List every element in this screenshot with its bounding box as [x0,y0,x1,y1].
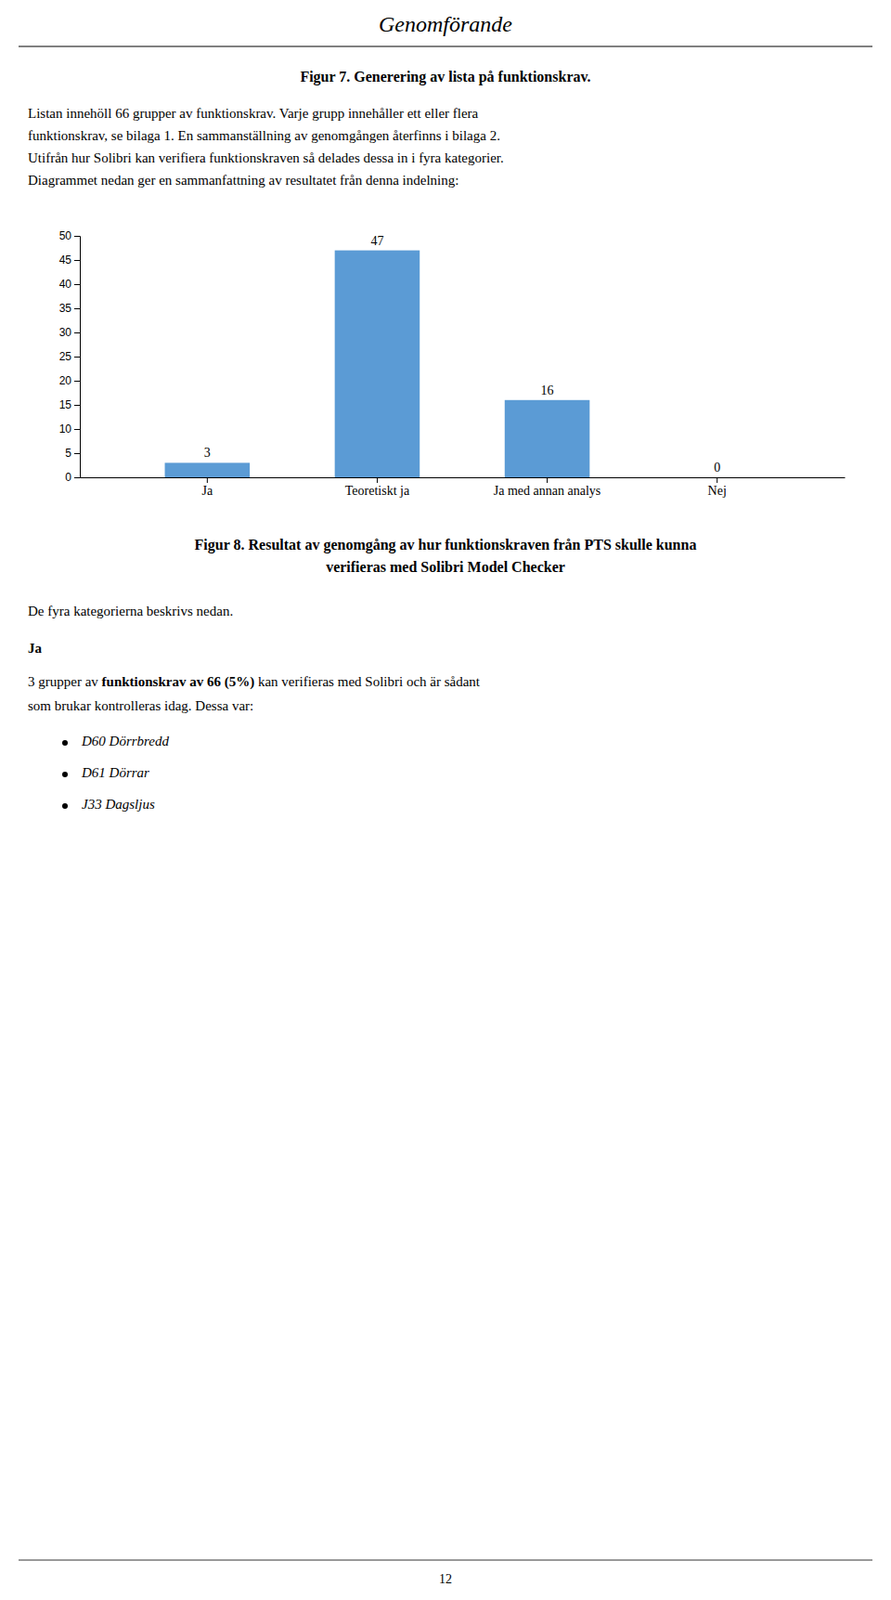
y-axis-line [74,236,81,478]
y-tick-label: 10 [59,422,73,436]
page-number: 12 [439,1571,452,1586]
bottom-rule [18,1559,873,1561]
bullet [62,739,68,746]
figure-caption: verifieras med Solibri Model Checker [325,558,566,575]
x-tick-mark [376,477,378,483]
section-heading: Ja [27,640,43,656]
page-title: Genomförande [378,12,513,37]
y-tick: 50 [59,229,80,243]
bar [504,400,591,478]
plot-area [165,250,591,478]
y-tick-label: 15 [59,398,73,412]
y-tick-mark [74,404,80,406]
data-label: 16 [541,383,555,398]
x-tick: Nej [708,477,727,498]
y-tick-mark [74,356,80,358]
y-tick: 5 [64,446,80,460]
y-tick-mark [74,452,80,454]
paragraph-line: Diagrammet nedan ger en sammanfattning a… [27,172,459,188]
y-tick-label: 30 [59,325,73,339]
x-axis-line [80,477,846,478]
bar [674,477,761,478]
y-tick-mark [74,380,80,382]
data-label: 0 [713,460,721,475]
y-tick: 15 [59,398,80,412]
title-rule [18,46,873,48]
y-tick-mark [74,284,80,285]
page: Genomförande Figur 7. Generering av lista… [0,0,891,1600]
y-tick-mark [74,235,80,237]
x-tick-label: Ja [201,483,213,498]
data-labels: 3 47 16 0 [204,233,721,475]
bullet-text: D60 Dörrbredd [80,733,170,749]
y-tick: 25 [59,349,80,363]
y-tick-mark [74,259,80,261]
data-label: 47 [370,233,384,248]
x-tick-label: Teoretiskt ja [345,483,411,498]
x-tick: Ja med annan analys [493,477,601,498]
y-axis: 0 5 10 15 20 25 30 35 40 45 50 [59,229,81,484]
bar-chart: 05101520253035404550JaTeoretiskt jaJa me… [59,229,846,498]
y-tick-label: 20 [59,374,73,388]
paragraph-segment: kan verifieras med Solibri och är sådant [254,673,481,689]
x-tick-label: Ja med annan analys [493,483,601,498]
y-tick-label: 25 [59,349,73,363]
paragraph-line: Listan innehöll 66 grupper av funktionsk… [27,105,479,121]
y-tick: 30 [59,325,80,339]
x-tick: Ja [201,477,213,498]
bullet-text: D61 Dörrar [80,764,150,780]
paragraph-segment: funktionskrav av 66 (5%) [102,673,256,690]
bullet-text: J33 Dagsljus [81,796,155,812]
y-tick: 20 [59,374,80,388]
y-tick: 45 [59,253,80,267]
y-tick-label: 45 [59,253,73,267]
x-tick-mark [716,477,718,483]
y-tick-label: 5 [64,446,72,460]
figure-caption: Figur 8. Resultat av genomgång av hur fu… [194,536,698,554]
y-tick-label: 40 [59,277,73,291]
x-tick-mark [546,477,548,483]
y-tick-label: 35 [59,301,73,315]
y-tick: 35 [59,301,80,315]
x-axis: Ja Teoretiskt ja Ja med annan analys Nej [80,477,846,498]
bar [335,250,421,478]
figure-caption: Figur 7. Generering av lista på funktion… [299,68,591,86]
paragraph-line: Utifrån hur Solibri kan verifiera funkti… [27,150,504,166]
y-tick-label: 0 [64,470,72,484]
x-tick-label: Nej [708,483,727,498]
y-tick-mark [74,428,80,430]
paragraph-line: De fyra kategorierna beskrivs nedan. [27,603,233,619]
y-tick: 0 [64,470,80,484]
paragraph-line: som brukar kontrolleras idag. Dessa var: [27,697,254,713]
y-tick-label: 50 [59,229,73,243]
paragraph-line: funktionskrav, se bilaga 1. En sammanstä… [27,128,501,143]
data-label: 3 [204,445,211,460]
x-tick-mark [206,477,208,483]
y-tick: 40 [59,277,80,291]
bullet [62,771,68,777]
y-tick-mark [74,332,80,334]
bar [165,462,251,478]
bullet [62,802,68,809]
y-tick-mark [74,308,80,310]
y-tick-mark [74,477,80,478]
y-tick: 10 [59,422,80,436]
paragraph-segment: 3 grupper av [27,673,103,689]
paragraph-line: 3 grupper av funktionskrav av 66 (5%) ka… [27,673,481,690]
x-tick: Teoretiskt ja [345,477,411,498]
